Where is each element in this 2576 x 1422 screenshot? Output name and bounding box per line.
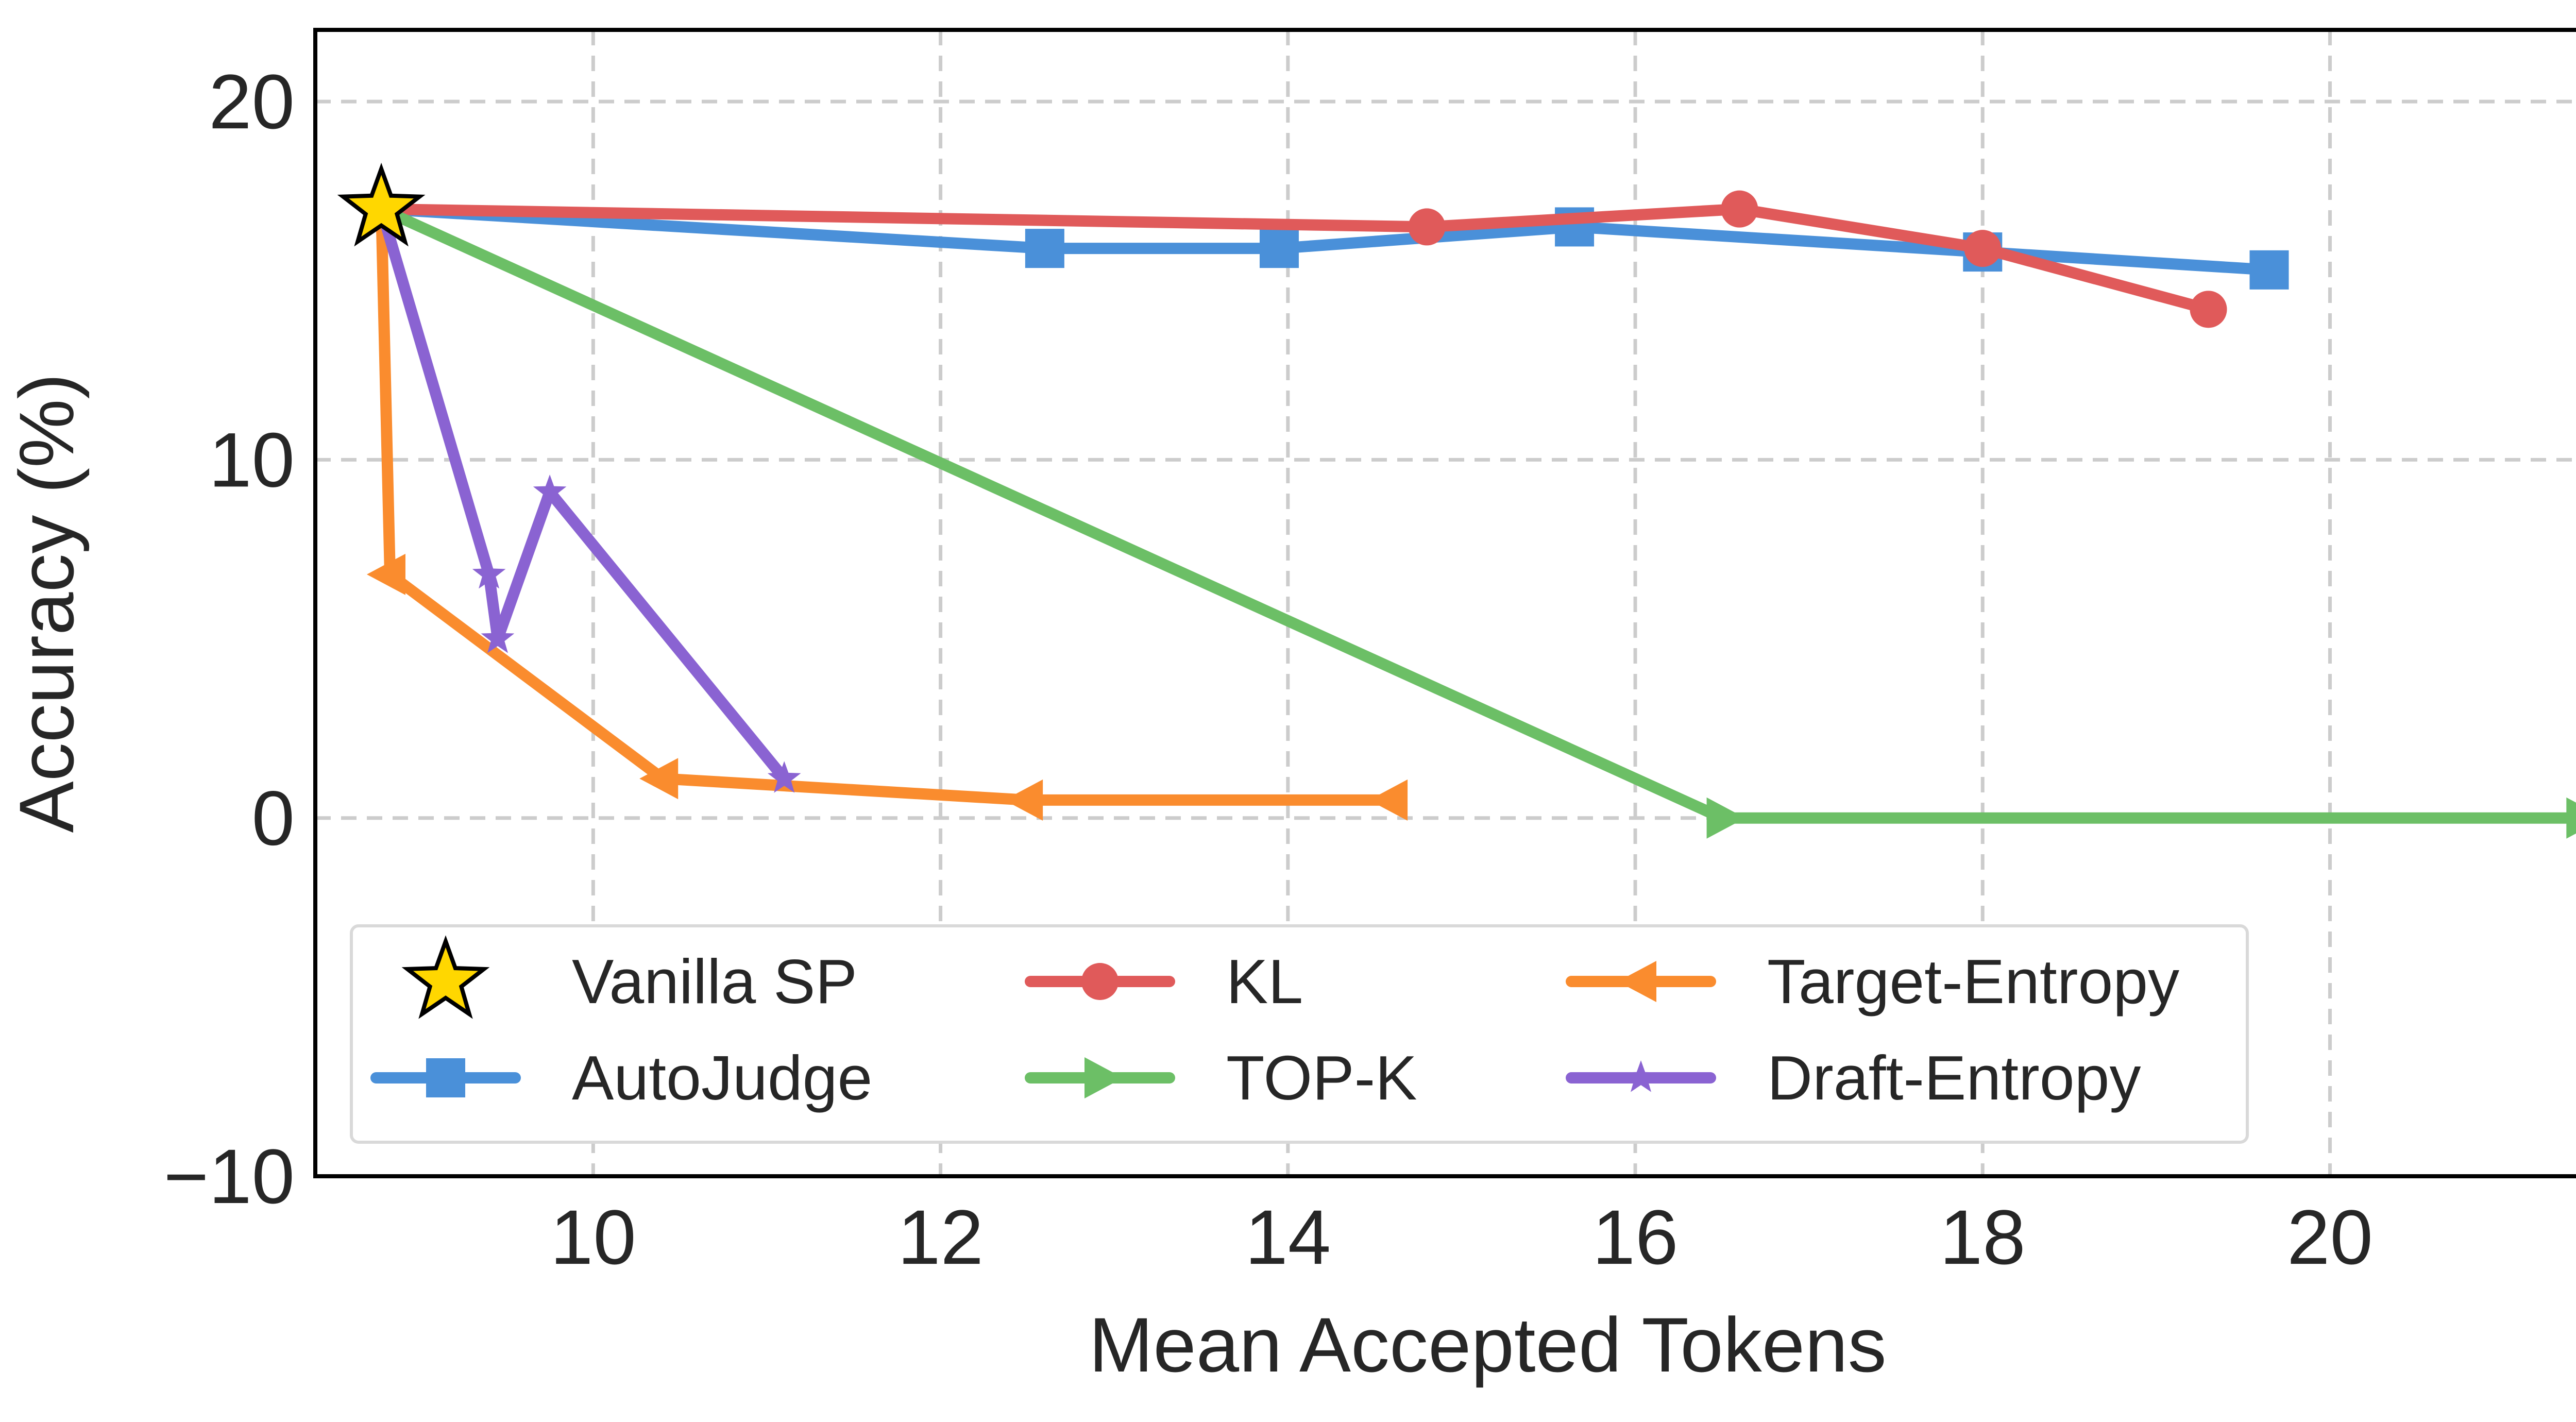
legend-item-autojudge: AutoJudge [370, 1043, 872, 1113]
data-point-draft-entropy [472, 556, 506, 589]
data-point-draft-entropy [481, 621, 515, 653]
legend-label-kl: KL [1226, 946, 1303, 1017]
y-tick-label: −10 [164, 1133, 295, 1220]
data-point-draft-entropy [767, 761, 801, 793]
tick-labels: 10 12 14 16 18 20 −10 0 10 20 [164, 58, 2373, 1280]
x-tick-label: 16 [1592, 1194, 1679, 1280]
y-tick-label: 0 [252, 775, 295, 861]
data-point-kl [1964, 230, 2002, 267]
data-point-top-k [2566, 797, 2576, 839]
data-point-kl [1408, 208, 1446, 246]
data-point-target-entropy [366, 553, 405, 595]
series-draft-entropy [376, 203, 801, 793]
legend-marker-kl [1081, 963, 1118, 1000]
data-point-top-k [1706, 797, 1745, 839]
series-layer [337, 162, 2576, 839]
legend-item-top-k: TOP-K [1025, 1043, 1417, 1113]
data-point-target-entropy [1369, 779, 1408, 821]
x-axis-title: Mean Accepted Tokens [1089, 1301, 1886, 1388]
x-tick-label: 14 [1245, 1194, 1331, 1280]
legend-marker-autojudge [426, 1058, 465, 1097]
legend-item-kl: KL [1025, 946, 1303, 1017]
x-tick-label: 12 [897, 1194, 984, 1280]
legend-label-draft-entropy: Draft-Entropy [1767, 1043, 2141, 1113]
x-tick-label: 18 [1940, 1194, 2026, 1280]
x-tick-label: 20 [2287, 1194, 2373, 1280]
legend-item-vanilla-sp: Vanilla SP [401, 935, 857, 1019]
y-axis-title: Accuracy (%) [3, 374, 90, 833]
legend-box [350, 924, 2249, 1144]
y-tick-label: 10 [209, 416, 295, 503]
data-point-draft-entropy [533, 475, 567, 506]
data-point-vanilla-sp [337, 162, 426, 247]
legend-marker-vanilla-sp [401, 935, 490, 1019]
legend-label-autojudge: AutoJudge [572, 1043, 872, 1113]
series-target-entropy [366, 203, 1408, 821]
legend: Vanilla SP AutoJudge KL TOP-K Target-Entropy… [350, 924, 2249, 1144]
data-point-autojudge [1025, 229, 1064, 268]
legend-marker-top-k [1084, 1057, 1123, 1098]
series-kl [376, 190, 2227, 328]
legend-item-draft-entropy: Draft-Entropy [1566, 1043, 2141, 1113]
data-point-target-entropy [639, 758, 679, 800]
x-tick-label: 10 [550, 1194, 636, 1280]
data-point-target-entropy [1004, 779, 1043, 821]
data-point-kl [1721, 190, 1758, 228]
legend-marker-draft-entropy [1624, 1060, 1658, 1092]
legend-item-target-entropy: Target-Entropy [1566, 946, 2179, 1017]
y-tick-label: 20 [209, 58, 295, 145]
data-point-autojudge [1259, 229, 1299, 268]
legend-label-top-k: TOP-K [1226, 1043, 1417, 1113]
data-point-autojudge [2249, 250, 2289, 290]
legend-marker-target-entropy [1618, 961, 1656, 1002]
legend-label-target-entropy: Target-Entropy [1767, 946, 2179, 1017]
series-top-k [376, 203, 2576, 839]
plot-frame [313, 28, 2576, 1178]
legend-label-vanilla-sp: Vanilla SP [572, 946, 857, 1017]
data-point-kl [2190, 291, 2227, 328]
series-vanilla-sp [337, 162, 426, 247]
